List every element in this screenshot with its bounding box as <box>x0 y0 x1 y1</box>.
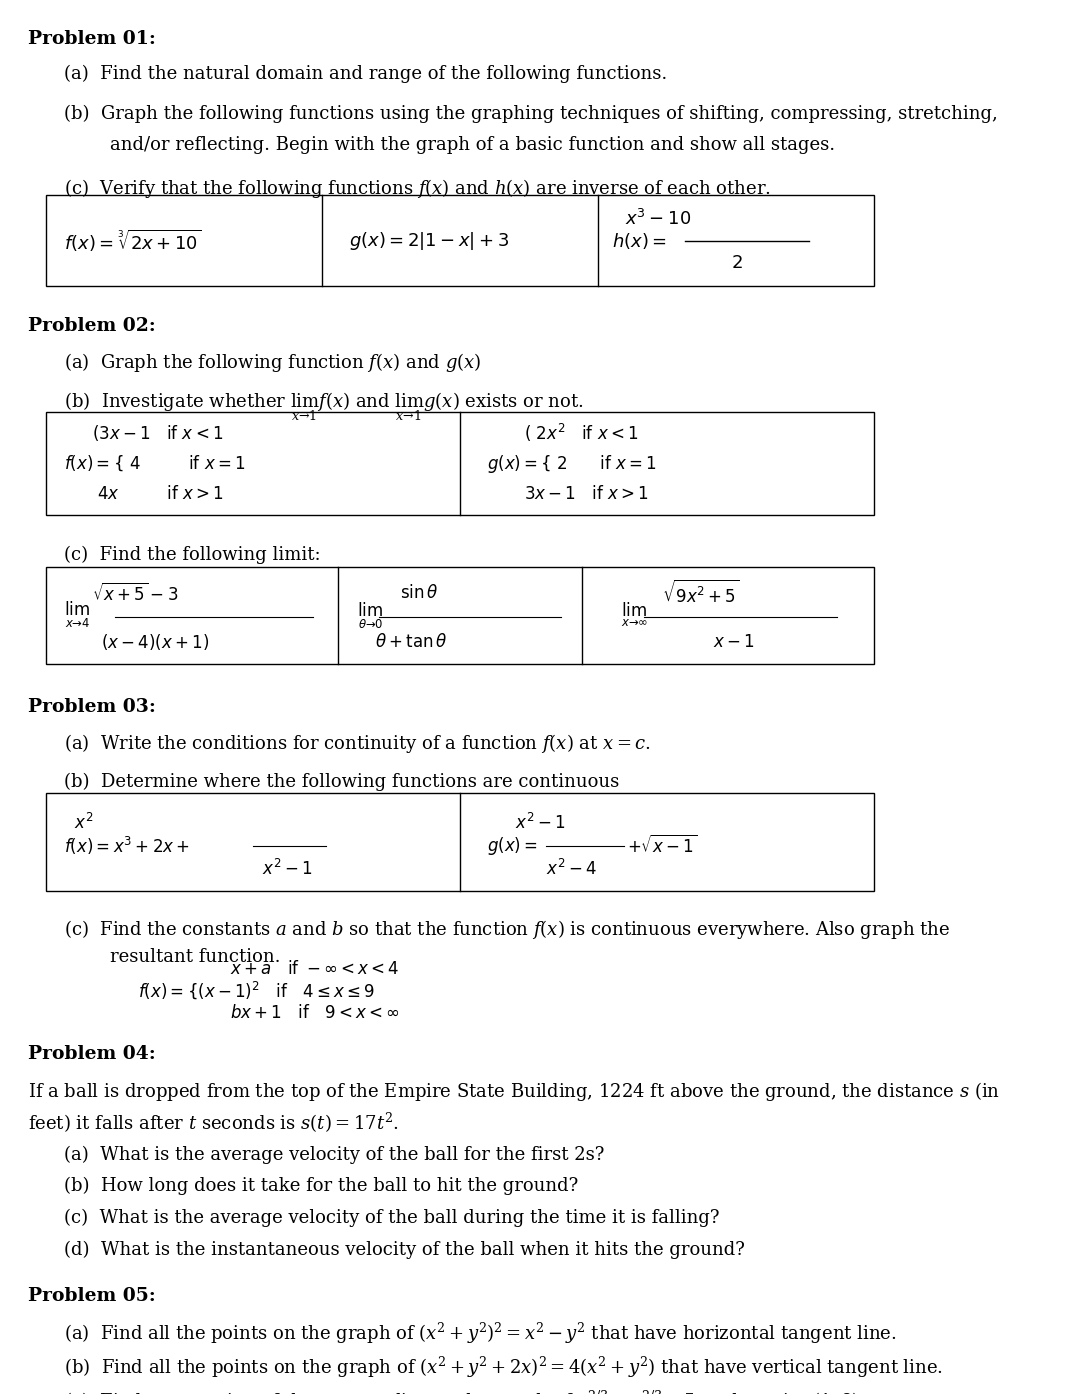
Text: $h(x) = $: $h(x) = $ <box>611 230 666 251</box>
Text: $g(x) = $: $g(x) = $ <box>487 835 538 857</box>
Text: (d)  What is the instantaneous velocity of the ball when it hits the ground?: (d) What is the instantaneous velocity o… <box>65 1241 745 1259</box>
Text: $+ \sqrt{x-1}$: $+ \sqrt{x-1}$ <box>627 835 698 857</box>
Text: $\lim_{x \to 4}$: $\lim_{x \to 4}$ <box>65 601 91 630</box>
Text: (c)  What is the average velocity of the ball during the time it is falling?: (c) What is the average velocity of the … <box>65 1209 720 1227</box>
Bar <box>46 566 874 664</box>
Text: $(x-4)(x+1)$: $(x-4)(x+1)$ <box>102 631 210 652</box>
Text: (a)  What is the average velocity of the ball for the first 2s?: (a) What is the average velocity of the … <box>65 1146 605 1164</box>
Bar <box>46 411 874 516</box>
Text: $x^2 - 1$: $x^2 - 1$ <box>262 859 312 878</box>
Text: $\sqrt{x+5} - 3$: $\sqrt{x+5} - 3$ <box>92 583 178 605</box>
Text: Problem 02:: Problem 02: <box>28 316 156 335</box>
Text: $g(x) = \left\{\ 2 \qquad \mathrm{if}\ x = 1\right.$: $g(x) = \left\{\ 2 \qquad \mathrm{if}\ x… <box>487 453 658 474</box>
Text: (c)  Find the following limit:: (c) Find the following limit: <box>65 546 321 565</box>
Text: $\left.3x - 1 \quad \mathrm{if}\ x > 1\right.$: $\left.3x - 1 \quad \mathrm{if}\ x > 1\r… <box>524 485 649 503</box>
Text: (b)  Determine where the following functions are continuous: (b) Determine where the following functi… <box>65 772 620 790</box>
Text: (a)  Write the conditions for continuity of a function $f(x)$ at $x = c$.: (a) Write the conditions for continuity … <box>65 732 651 756</box>
Text: Problem 04:: Problem 04: <box>28 1046 156 1064</box>
Text: (c)  Find the constants $a$ and $b$ so that the function $f(x)$ is continuous ev: (c) Find the constants $a$ and $b$ so th… <box>65 917 950 941</box>
Text: $\left.\ 4x \qquad\quad \mathrm{if}\ x > 1\right.$: $\left.\ 4x \qquad\quad \mathrm{if}\ x >… <box>92 485 224 503</box>
Text: (b)  Investigate whether $\lim_{x \to 1} f(x)$ and $\lim_{x \to 1} g(x)$ exists : (b) Investigate whether $\lim_{x \to 1} … <box>65 392 584 424</box>
Text: (b)  Find all the points on the graph of $(x^2 + y^2 + 2x)^2 = 4(x^2 + y^2)$ tha: (b) Find all the points on the graph of … <box>65 1355 943 1380</box>
Text: $\left(\ 2x^2 \quad \mathrm{if}\ x < 1\right.$: $\left(\ 2x^2 \quad \mathrm{if}\ x < 1\r… <box>524 422 638 445</box>
Text: (c)  Find an equation of the tangent line to the graph of $x^{2/3} + y^{2/3} = 5: (c) Find an equation of the tangent line… <box>65 1388 865 1394</box>
Text: Problem 05:: Problem 05: <box>28 1287 156 1305</box>
Text: $\sin\theta$: $\sin\theta$ <box>400 584 438 602</box>
Text: $x + a \quad \mathrm{if} \ -\infty < x < 4$: $x + a \quad \mathrm{if} \ -\infty < x <… <box>230 959 400 977</box>
Text: $x - 1$: $x - 1$ <box>713 633 755 651</box>
Text: $x^2$: $x^2$ <box>73 813 93 832</box>
Text: $f(x) = \left\{\ 4 \qquad\quad \mathrm{if}\ x = 1\right.$: $f(x) = \left\{\ 4 \qquad\quad \mathrm{i… <box>65 454 246 474</box>
Text: $\left(3x - 1 \quad \mathrm{if}\ x < 1\right.$: $\left(3x - 1 \quad \mathrm{if}\ x < 1\r… <box>92 424 224 443</box>
Text: $x^2 - 1$: $x^2 - 1$ <box>515 813 566 832</box>
Text: If a ball is dropped from the top of the Empire State Building, 1224 ft above th: If a ball is dropped from the top of the… <box>28 1079 1000 1103</box>
Text: and/or reflecting. Begin with the graph of a basic function and show all stages.: and/or reflecting. Begin with the graph … <box>110 137 836 155</box>
Text: feet) it falls after $t$ seconds is $s(t) = 17t^2$.: feet) it falls after $t$ seconds is $s(t… <box>28 1111 399 1135</box>
Text: $g(x) = 2|1 - x| + 3$: $g(x) = 2|1 - x| + 3$ <box>350 230 510 252</box>
Text: (a)  Graph the following function $f(x)$ and $g(x)$: (a) Graph the following function $f(x)$ … <box>65 351 482 374</box>
Text: (a)  Find all the points on the graph of $(x^2 + y^2)^2 = x^2 - y^2$ that have h: (a) Find all the points on the graph of … <box>65 1322 896 1347</box>
Text: (a)  Find the natural domain and range of the following functions.: (a) Find the natural domain and range of… <box>65 64 667 82</box>
Text: $x^3 - 10$: $x^3 - 10$ <box>625 209 691 229</box>
Text: $\theta + \tan\theta$: $\theta + \tan\theta$ <box>375 633 447 651</box>
Text: (b)  Graph the following functions using the graphing techniques of shifting, co: (b) Graph the following functions using … <box>65 105 998 123</box>
Text: $f(x) = \left\{(x-1)^2 \quad \mathrm{if} \quad 4 \leq x \leq 9\right.$: $f(x) = \left\{(x-1)^2 \quad \mathrm{if}… <box>138 980 375 1001</box>
Text: Problem 01:: Problem 01: <box>28 31 156 49</box>
Text: $\lim_{x \to \infty}$: $\lim_{x \to \infty}$ <box>621 601 648 630</box>
Text: $bx + 1 \quad \mathrm{if} \quad 9 < x < \infty$: $bx + 1 \quad \mathrm{if} \quad 9 < x < … <box>230 1004 400 1022</box>
Bar <box>46 195 874 286</box>
Text: $x^2 - 4$: $x^2 - 4$ <box>546 859 597 878</box>
Text: resultant function.: resultant function. <box>110 948 281 966</box>
Text: $2$: $2$ <box>731 254 743 272</box>
Text: $\lim_{\theta \to 0}$: $\lim_{\theta \to 0}$ <box>356 599 383 631</box>
Text: (c)  Verify that the following functions $f(x)$ and $h(x)$ are inverse of each o: (c) Verify that the following functions … <box>65 177 771 199</box>
Bar <box>46 793 874 891</box>
Text: (b)  How long does it take for the ball to hit the ground?: (b) How long does it take for the ball t… <box>65 1177 579 1195</box>
Text: $\sqrt{9x^2+5}$: $\sqrt{9x^2+5}$ <box>662 580 740 606</box>
Text: $f(x) = x^3 + 2x +$: $f(x) = x^3 + 2x +$ <box>65 835 190 857</box>
Text: $f(x) = \sqrt[3]{2x + 10}$: $f(x) = \sqrt[3]{2x + 10}$ <box>65 227 202 254</box>
Text: Problem 03:: Problem 03: <box>28 698 156 717</box>
